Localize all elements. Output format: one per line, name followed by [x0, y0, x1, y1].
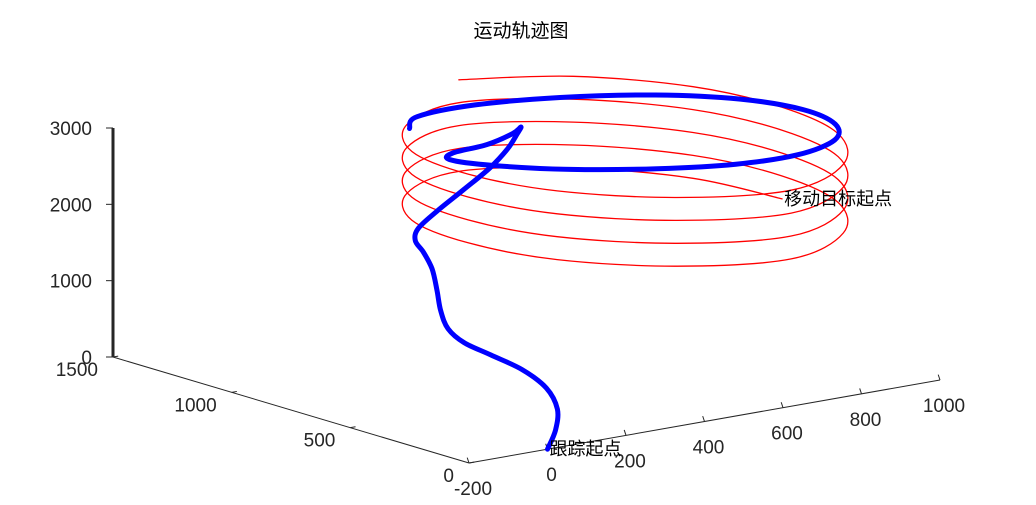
x-tick [623, 429, 627, 436]
x-tick-label: 800 [850, 410, 882, 431]
y-tick [468, 461, 475, 464]
y-axis-line [112, 356, 470, 464]
y-tick-label: 1500 [56, 360, 98, 381]
target-start-label: 移动目标起点 [784, 189, 892, 210]
y-tick-label: 500 [304, 431, 336, 452]
z-tick-label: 3000 [50, 119, 92, 140]
y-tick-label: 1000 [174, 395, 216, 416]
x-tick [780, 402, 784, 408]
target-trajectory-line [401, 75, 849, 267]
y-tick-label: 0 [443, 466, 454, 487]
x-tick-label: 600 [771, 424, 803, 445]
y-tick [231, 390, 237, 393]
x-tick [859, 388, 862, 394]
plot-series [401, 75, 849, 452]
x-tick-label: 1000 [923, 396, 965, 417]
tracker-trajectory-line [407, 92, 842, 452]
x-tick-label: 200 [614, 451, 646, 472]
x-tick-label: 400 [693, 438, 725, 459]
x-tick [702, 415, 705, 422]
z-tick-label: 1000 [50, 272, 92, 293]
axes: -200020040060080010000500100015000100020… [50, 119, 965, 500]
y-tick [350, 426, 356, 429]
z-tick-label: 0 [81, 348, 92, 369]
x-tick-label: -200 [454, 479, 492, 500]
x-tick-label: 0 [546, 465, 557, 486]
z-tick-label: 2000 [50, 195, 92, 216]
tracker-start-label: 跟踪起点 [550, 439, 622, 460]
x-tick [466, 457, 470, 464]
x-tick [937, 374, 941, 381]
chart-title: 运动轨迹图 [473, 20, 568, 42]
